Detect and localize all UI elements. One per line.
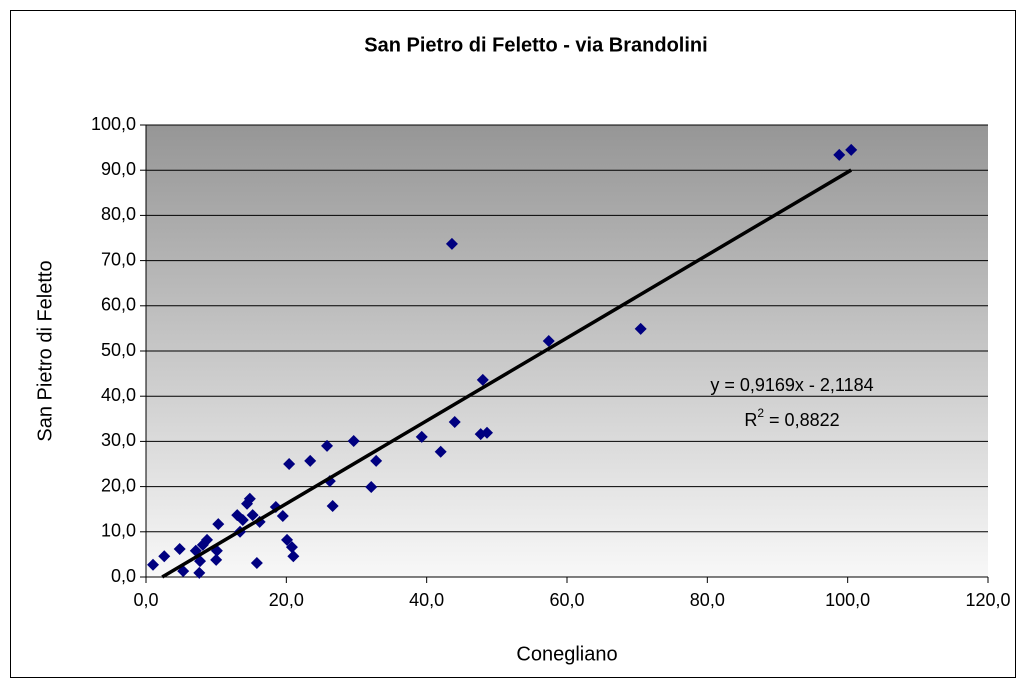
x-axis-title: Conegliano xyxy=(516,643,617,665)
x-tick-label: 100,0 xyxy=(825,590,870,610)
point xyxy=(283,458,296,470)
r2-sup: 2 xyxy=(757,406,764,420)
y-tick-label: 100,0 xyxy=(91,114,136,134)
y-tick-label: 20,0 xyxy=(101,475,136,495)
point xyxy=(845,143,858,156)
point xyxy=(370,454,383,467)
point xyxy=(236,514,249,527)
trendline-equation: y = 0,9169x - 2,1184 xyxy=(710,375,873,395)
point xyxy=(158,550,171,563)
y-tick-label: 30,0 xyxy=(101,430,136,450)
point xyxy=(365,481,378,494)
point xyxy=(285,541,298,554)
y-tick-label: 80,0 xyxy=(101,204,136,224)
point xyxy=(833,148,846,161)
x-tick-label: 40,0 xyxy=(409,590,444,610)
point xyxy=(276,509,289,522)
point xyxy=(326,500,339,513)
point xyxy=(476,373,489,386)
point xyxy=(415,430,428,443)
r2-prefix: R xyxy=(744,410,757,430)
point xyxy=(201,533,214,546)
point xyxy=(210,553,223,566)
point xyxy=(147,558,160,571)
y-tick-label: 90,0 xyxy=(101,159,136,179)
x-tick-label: 20,0 xyxy=(269,590,304,610)
point xyxy=(481,426,494,439)
r2-rest: = 0,8822 xyxy=(764,410,840,430)
point xyxy=(281,533,294,546)
point xyxy=(250,556,263,569)
x-tick-label: 60,0 xyxy=(549,590,584,610)
trendline xyxy=(161,168,853,579)
x-tick-label: 0,0 xyxy=(133,590,158,610)
point xyxy=(287,550,300,563)
y-tick-label: 50,0 xyxy=(101,340,136,360)
point xyxy=(304,454,317,467)
point xyxy=(212,518,225,531)
point xyxy=(634,322,647,335)
y-axis-title: San Pietro di Feletto xyxy=(34,260,56,441)
point xyxy=(243,492,256,505)
x-tick-label: 120,0 xyxy=(965,590,1010,610)
point xyxy=(193,566,206,579)
point xyxy=(445,237,458,250)
y-tick-label: 10,0 xyxy=(101,521,136,541)
x-tick-label: 80,0 xyxy=(690,590,725,610)
point xyxy=(321,439,334,452)
y-tick-label: 60,0 xyxy=(101,295,136,315)
point xyxy=(347,434,360,447)
r-squared: R2 = 0,8822 xyxy=(744,406,839,430)
point xyxy=(246,509,259,522)
y-tick-label: 0,0 xyxy=(111,566,136,586)
point xyxy=(448,415,461,428)
point xyxy=(542,335,555,348)
y-tick-label: 70,0 xyxy=(101,249,136,269)
y-tick-label: 40,0 xyxy=(101,385,136,405)
point xyxy=(173,542,186,555)
point xyxy=(434,445,447,458)
chart-title: San Pietro di Feletto - via Brandolini xyxy=(364,34,707,56)
